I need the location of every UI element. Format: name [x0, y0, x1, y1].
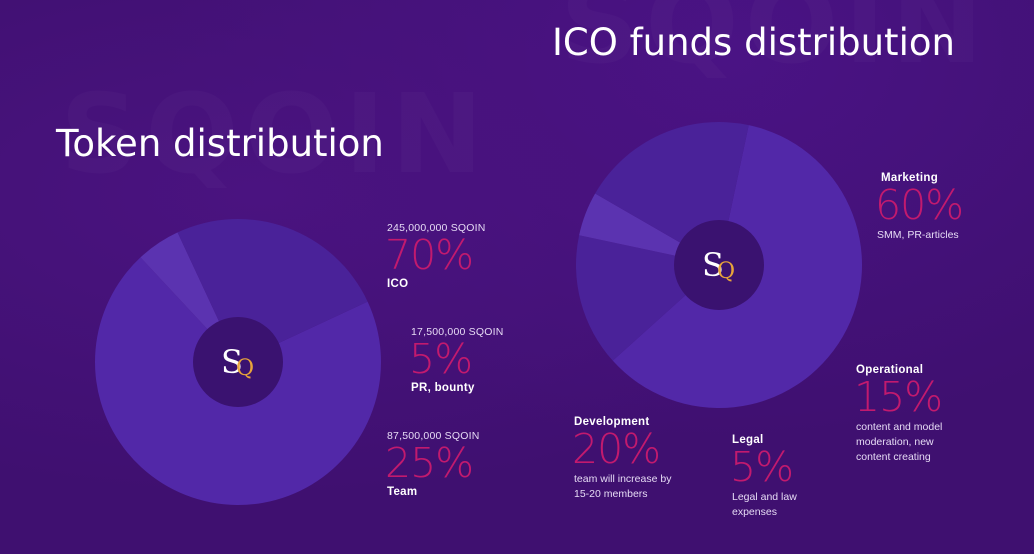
svg-text:Q: Q	[717, 259, 735, 284]
svg-text:S: S	[221, 343, 243, 381]
token-distribution-title: Token distribution	[56, 122, 384, 165]
ico-funds-title: ICO funds distribution	[552, 21, 955, 64]
slice-description: SMM, PR-articles	[877, 229, 959, 241]
slice-name: ICO	[387, 278, 409, 290]
ico-funds-pie: SQ	[576, 122, 862, 409]
slice-name: PR, bounty	[411, 382, 475, 394]
svg-text:Q: Q	[236, 356, 254, 381]
pie-center	[193, 317, 283, 407]
slice-percent: 20%	[572, 425, 661, 473]
slice-percent: 25%	[385, 439, 474, 487]
slice-name: Operational	[856, 364, 924, 376]
slice-percent: 5%	[409, 335, 473, 383]
slice-description: Legal and law expenses	[732, 491, 797, 518]
slice-percent: 70%	[385, 231, 474, 279]
slice-percent: 5%	[730, 443, 794, 491]
slice-description: content and model moderation, new conten…	[856, 421, 943, 463]
slice-label-development: Development 20% team will increase by 15…	[572, 416, 684, 502]
slice-amount: 87,500,000 SQOIN	[387, 430, 480, 442]
slice-name: Marketing	[881, 172, 939, 184]
slice-amount: 17,500,000 SQOIN	[411, 326, 504, 338]
slice-label-pr-bounty: 17,500,000 SQOIN 5% PR, bounty	[409, 326, 504, 394]
slice-percent: 60%	[875, 181, 964, 229]
pie-center	[674, 220, 764, 310]
slice-label-ico: 245,000,000 SQOIN 70% ICO	[385, 222, 486, 290]
slice-label-operational: Operational 15% content and model modera…	[854, 364, 966, 465]
sqoin-logo-icon: SQ	[702, 246, 735, 284]
slice-name: Development	[574, 416, 650, 428]
slice-amount: 245,000,000 SQOIN	[387, 222, 486, 234]
slice-percent: 15%	[854, 373, 943, 421]
slice-label-team: 87,500,000 SQOIN 25% Team	[385, 430, 480, 498]
slice-label-marketing: Marketing 60% SMM, PR-articles	[875, 172, 964, 243]
slice-name: Team	[387, 486, 418, 498]
slice-label-legal: Legal 5% Legal and law expenses	[730, 434, 812, 520]
slice-description: team will increase by 15-20 members	[574, 473, 672, 500]
slice-name: Legal	[732, 434, 764, 446]
sqoin-logo-icon: SQ	[221, 343, 254, 381]
svg-text:S: S	[702, 246, 724, 284]
token-distribution-pie: SQ	[95, 219, 382, 505]
